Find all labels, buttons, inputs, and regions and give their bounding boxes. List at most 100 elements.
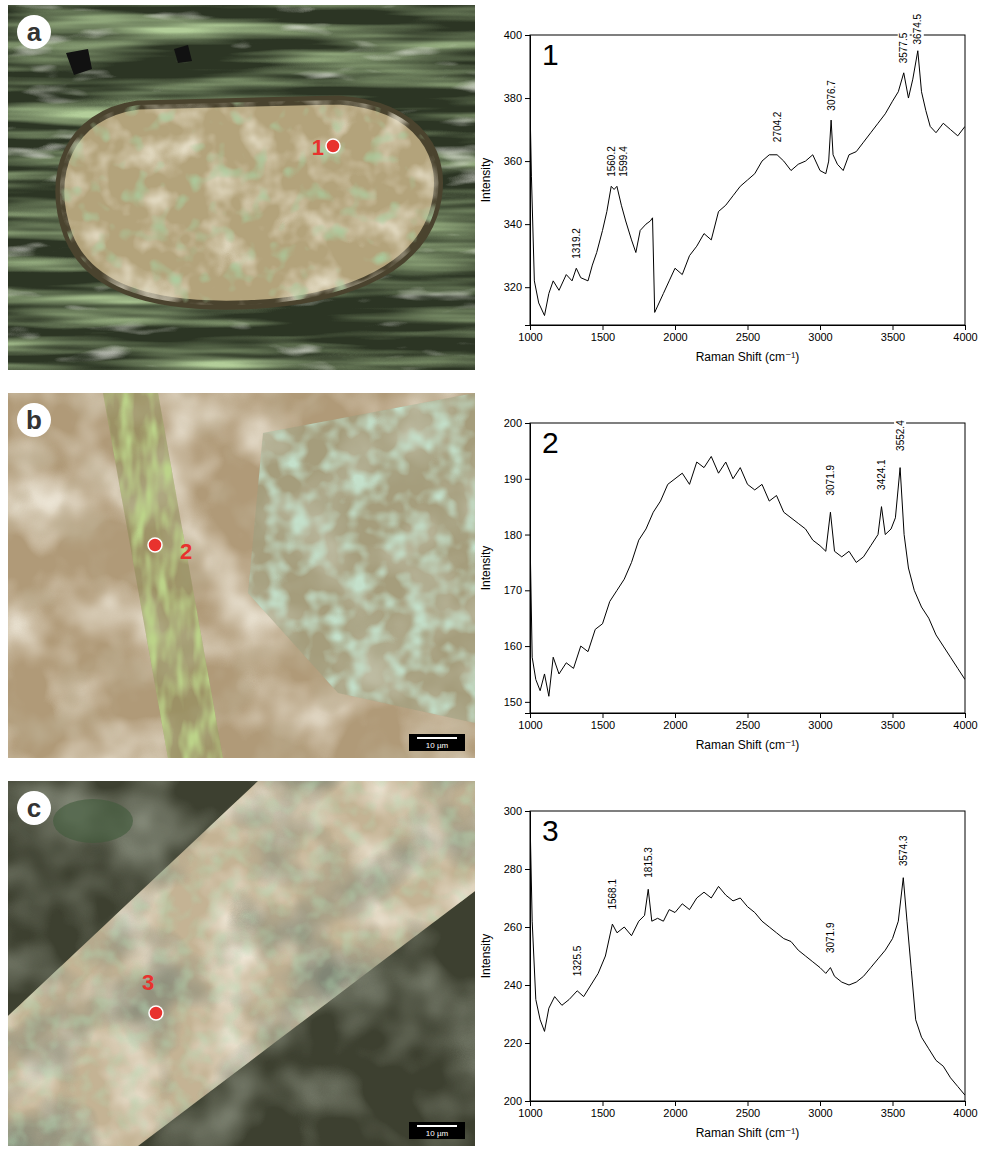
plot-area	[530, 817, 965, 1095]
y-tick: 280	[504, 863, 530, 875]
texture	[8, 781, 475, 1146]
x-tick-mark	[820, 713, 821, 718]
analysis-spot	[148, 538, 162, 552]
x-tick: 3500	[881, 713, 905, 731]
x-tick: 1000	[518, 713, 542, 731]
chart: 1000150020002500300035004000200220240260…	[479, 805, 978, 1140]
annotation-patch	[824, 922, 836, 955]
texture	[8, 5, 475, 370]
y-tick: 300	[504, 805, 530, 817]
scale-bar-box	[409, 734, 465, 751]
y-tick-label: 300	[504, 805, 522, 817]
plot-area	[530, 456, 965, 696]
annotation-patch	[570, 227, 582, 260]
panel-letter-badge	[17, 791, 51, 825]
y-tick-label: 400	[504, 29, 522, 41]
y-axis-title: Intensity	[479, 158, 493, 203]
x-tick: 3000	[808, 325, 832, 343]
micrograph-panel: 2b10 µm	[8, 393, 475, 758]
x-tick: 1500	[591, 325, 615, 343]
scale-bar-label: 10 µm	[426, 1129, 449, 1138]
y-axis-line	[525, 36, 531, 326]
chart-title: 1	[542, 38, 559, 71]
y-tick-mark	[525, 869, 530, 870]
ground	[8, 5, 475, 370]
y-axis-line	[525, 812, 531, 1102]
x-tick-label: 1000	[518, 719, 542, 731]
x-axis-line	[531, 326, 966, 331]
panel-letter: a	[27, 17, 42, 47]
x-axis-title: Raman Shift (cm⁻¹)	[696, 738, 800, 752]
y-tick-mark	[525, 985, 530, 986]
peak-annotation: 3424.1	[875, 458, 887, 491]
scale-bar: 10 µm	[409, 1122, 465, 1139]
y-axis: 200220240260280300	[504, 805, 531, 1107]
annotation-patch	[571, 945, 583, 978]
x-tick-label: 1000	[518, 1107, 542, 1119]
x-tick-label: 1500	[591, 719, 615, 731]
peak-annotation: 2704.2	[771, 111, 783, 144]
light-band	[8, 781, 475, 1146]
y-axis-title: Intensity	[479, 934, 493, 979]
panel-letter-badge	[17, 15, 51, 49]
peak-label: 3076.7	[826, 80, 837, 111]
peak-annotation: 3574.3	[897, 835, 909, 868]
spectrum-line	[530, 456, 965, 696]
y-tick-label: 150	[504, 696, 522, 708]
y-tick: 180	[504, 529, 530, 541]
y-tick-label: 200	[504, 417, 522, 429]
x-tick-mark	[675, 713, 676, 718]
x-tick: 3500	[881, 1101, 905, 1119]
y-tick-label: 240	[504, 979, 522, 991]
y-tick-mark	[525, 35, 530, 36]
y-tick-mark	[525, 590, 530, 591]
peak-annotation: 1599.4	[617, 145, 629, 178]
micrograph-panel: 1a	[8, 5, 475, 370]
spectrum-line	[530, 51, 965, 316]
y-tick-mark	[525, 98, 530, 99]
peak-label: 3071.9	[825, 922, 836, 953]
ground	[8, 781, 475, 1146]
y-tick: 380	[504, 92, 530, 104]
x-tick-label: 2500	[736, 331, 760, 343]
peak-label: 1568.1	[607, 879, 618, 910]
y-tick-mark	[525, 646, 530, 647]
peak-label: 1599.4	[618, 146, 629, 177]
ground	[8, 393, 475, 758]
spot-label: 2	[180, 539, 192, 564]
x-tick-label: 1000	[518, 331, 542, 343]
texture	[8, 393, 475, 758]
peak-label: 2704.2	[772, 111, 783, 142]
y-tick-label: 220	[504, 1037, 522, 1049]
y-tick-mark	[525, 161, 530, 162]
y-tick: 360	[504, 155, 530, 167]
annotation-patch	[825, 79, 837, 112]
x-tick-mark	[603, 325, 604, 330]
peak-label: 3552.4	[895, 420, 906, 451]
x-tick-mark	[748, 325, 749, 330]
x-tick-label: 4000	[953, 1107, 977, 1119]
chart-title: 3	[542, 814, 559, 847]
x-tick-label: 2000	[663, 1107, 687, 1119]
y-tick-mark	[525, 224, 530, 225]
annotation-patch	[898, 32, 910, 65]
x-tick-label: 1500	[591, 1107, 615, 1119]
y-tick-label: 160	[504, 640, 522, 652]
annotation-patch	[605, 145, 617, 178]
peak-label: 1815.3	[643, 847, 654, 878]
peak-annotation: 3076.7	[825, 79, 837, 112]
peak-annotation: 1815.3	[642, 846, 654, 879]
scale-bar-line	[417, 1125, 457, 1127]
x-tick-mark	[965, 713, 966, 718]
texture	[8, 5, 475, 370]
y-tick-label: 180	[504, 529, 522, 541]
y-tick-label: 280	[504, 863, 522, 875]
annotation-patch	[875, 458, 887, 491]
y-tick: 200	[504, 1095, 530, 1107]
annotation-patch	[897, 835, 909, 868]
x-tick: 1500	[591, 713, 615, 731]
x-axis-line	[531, 1102, 966, 1107]
micrograph-panel: 3c10 µm	[8, 781, 475, 1146]
analysis-spot	[326, 139, 340, 153]
opaque-grain	[174, 45, 192, 63]
